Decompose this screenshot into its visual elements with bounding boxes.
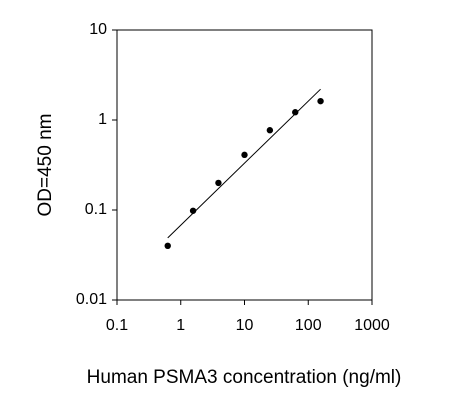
- fit-line: [167, 88, 321, 239]
- x-axis-title: Human PSMA3 concentration (ng/ml): [87, 367, 402, 388]
- plot-frame: [116, 29, 373, 301]
- x-tick-label: 1000: [354, 317, 390, 334]
- data-point: [164, 242, 171, 250]
- y-tick-label: 0.01: [76, 291, 107, 308]
- y-tick-label: 0.1: [85, 201, 107, 218]
- y-tick-label: 1: [98, 111, 107, 128]
- y-axis-title: OD=450 nm: [35, 114, 56, 217]
- data-point: [317, 97, 324, 105]
- x-tick-label: 10: [236, 317, 254, 334]
- data-point: [189, 207, 197, 214]
- x-tick-label: 0.1: [106, 317, 128, 334]
- data-point: [215, 179, 222, 187]
- data-point: [292, 109, 299, 116]
- x-tick-label: 1: [176, 317, 185, 334]
- x-tick-label: 100: [295, 317, 322, 334]
- data-point: [241, 151, 248, 159]
- data-point: [266, 127, 274, 134]
- y-tick-label: 10: [89, 21, 107, 38]
